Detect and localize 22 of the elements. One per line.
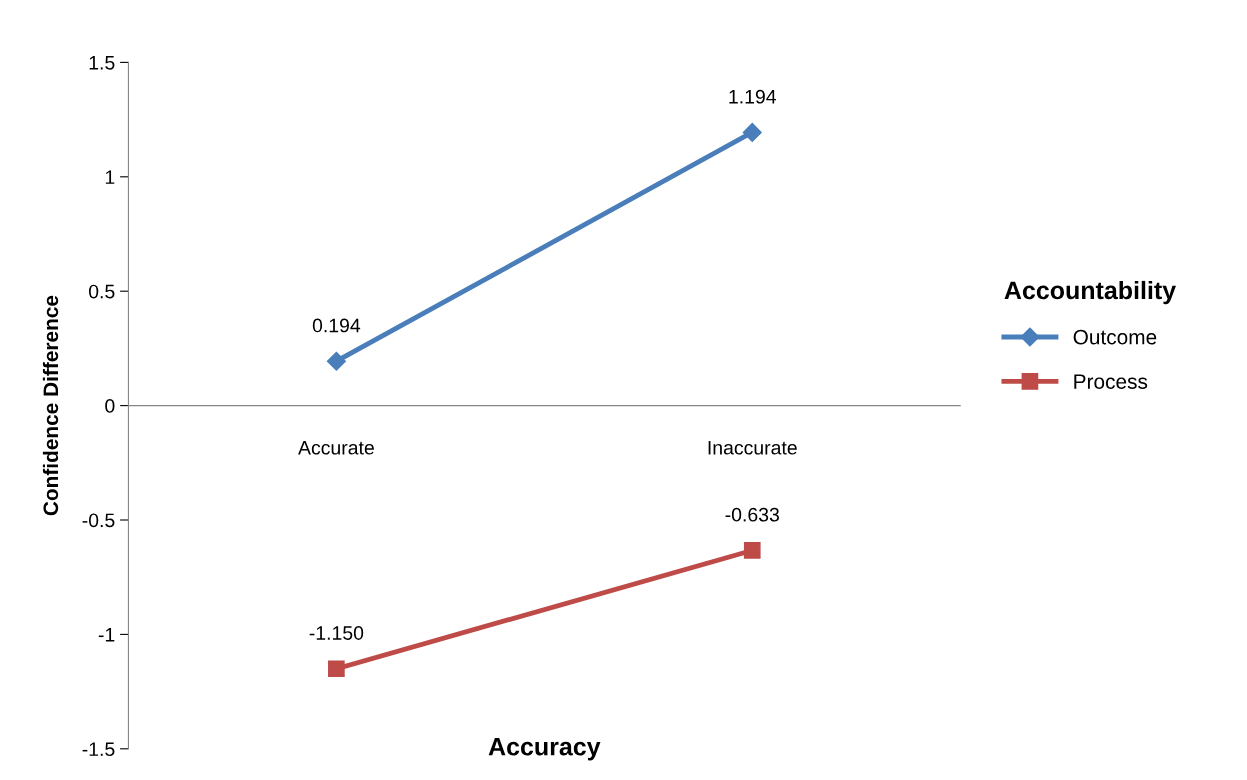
data-label: -0.633 [725, 507, 779, 522]
y-tick-label: 0.5 [88, 284, 115, 299]
y-tick-label: -0.5 [82, 513, 115, 528]
x-axis-title: Accuracy [488, 738, 601, 761]
data-label: -1.150 [309, 626, 364, 640]
y-axis-title: Confidence Difference [42, 295, 59, 516]
y-tick-label: 1.5 [89, 56, 115, 70]
y-tick-label: 0 [105, 399, 115, 413]
y-tick-label: -1.5 [82, 742, 115, 757]
y-tick-label: -1 [98, 628, 115, 642]
legend-title: Accountability [1004, 280, 1176, 305]
x-tick-label: Accurate [298, 441, 374, 455]
y-tick-label: 1 [105, 170, 115, 184]
point [326, 351, 346, 371]
data-label: 0.194 [312, 318, 361, 333]
point [743, 542, 761, 559]
legend-label: Process [1074, 374, 1148, 389]
data-label: 1.194 [729, 89, 777, 104]
legend-label: Outcome [1073, 329, 1157, 345]
point [328, 660, 345, 678]
x-tick-label: Inaccurate [708, 441, 797, 455]
point [742, 122, 762, 142]
